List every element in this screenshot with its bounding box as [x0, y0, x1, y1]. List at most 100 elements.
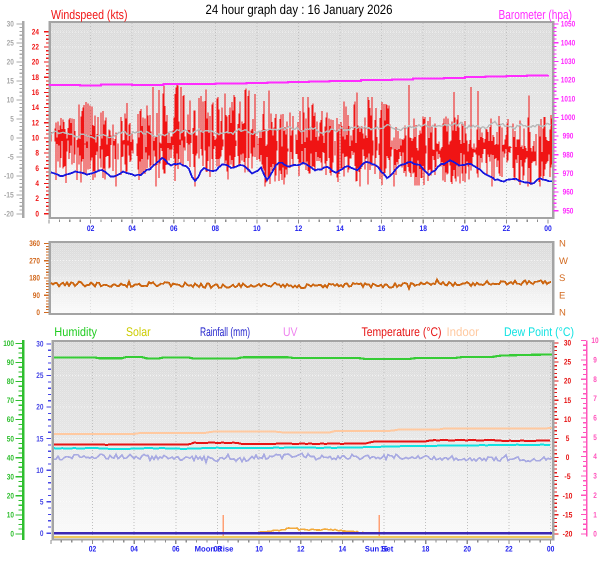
svg-text:1040: 1040	[561, 38, 576, 47]
svg-text:Solar: Solar	[126, 325, 151, 339]
svg-text:970: 970	[563, 169, 574, 178]
svg-text:Dew Point (°C): Dew Point (°C)	[504, 325, 574, 339]
svg-text:18: 18	[32, 73, 40, 82]
svg-text:22: 22	[32, 43, 40, 52]
svg-text:1000: 1000	[561, 113, 576, 122]
svg-text:16: 16	[380, 545, 388, 554]
svg-text:Humidity: Humidity	[54, 325, 97, 339]
svg-text:Moon Rise: Moon Rise	[195, 545, 234, 554]
svg-text:22: 22	[505, 545, 513, 554]
svg-text:80: 80	[7, 377, 15, 386]
svg-text:180: 180	[29, 274, 40, 283]
svg-text:30: 30	[7, 472, 15, 481]
svg-text:24 hour graph day : 16 January: 24 hour graph day : 16 January 2026	[206, 2, 393, 17]
svg-text:10: 10	[7, 510, 15, 519]
svg-text:-10: -10	[4, 171, 14, 180]
svg-text:1: 1	[593, 510, 597, 519]
svg-text:10: 10	[32, 134, 40, 143]
svg-text:90: 90	[7, 358, 15, 367]
svg-text:10: 10	[591, 336, 599, 345]
svg-text:1050: 1050	[561, 20, 576, 29]
svg-text:5: 5	[593, 433, 597, 442]
svg-text:30: 30	[36, 340, 44, 349]
svg-text:0: 0	[566, 453, 570, 462]
svg-text:3: 3	[593, 472, 597, 481]
svg-text:8: 8	[35, 149, 39, 158]
svg-text:12: 12	[32, 118, 40, 127]
svg-text:14: 14	[336, 224, 344, 233]
svg-text:0: 0	[40, 529, 44, 538]
svg-text:1010: 1010	[561, 94, 576, 103]
svg-text:-15: -15	[563, 510, 573, 519]
svg-text:20: 20	[32, 58, 40, 67]
svg-text:06: 06	[172, 545, 180, 554]
svg-text:10: 10	[564, 415, 572, 424]
svg-text:0: 0	[10, 133, 14, 142]
svg-text:18: 18	[422, 545, 430, 554]
svg-text:S: S	[559, 273, 565, 284]
svg-text:980: 980	[563, 150, 574, 159]
svg-text:04: 04	[130, 545, 138, 554]
svg-text:90: 90	[33, 291, 41, 300]
svg-text:20: 20	[7, 491, 15, 500]
svg-text:15: 15	[7, 76, 15, 85]
svg-text:990: 990	[563, 132, 574, 141]
svg-text:N: N	[559, 239, 566, 250]
svg-text:04: 04	[128, 224, 136, 233]
svg-text:360: 360	[29, 239, 40, 248]
svg-text:20: 20	[7, 57, 15, 66]
svg-text:30: 30	[7, 19, 15, 28]
svg-text:60: 60	[7, 415, 15, 424]
svg-text:0: 0	[10, 530, 14, 539]
svg-text:10: 10	[253, 224, 261, 233]
svg-text:UV: UV	[283, 325, 298, 339]
svg-text:5: 5	[10, 114, 14, 123]
svg-text:2: 2	[593, 491, 597, 500]
svg-text:4: 4	[35, 179, 39, 188]
svg-text:4: 4	[593, 452, 597, 461]
svg-text:25: 25	[564, 358, 572, 367]
svg-text:02: 02	[89, 545, 97, 554]
svg-text:Barometer (hpa): Barometer (hpa)	[499, 7, 573, 22]
svg-text:16: 16	[32, 88, 40, 97]
svg-text:16: 16	[378, 224, 386, 233]
svg-text:20: 20	[461, 224, 469, 233]
svg-text:02: 02	[87, 224, 95, 233]
svg-text:15: 15	[564, 396, 572, 405]
svg-text:30: 30	[564, 339, 572, 348]
svg-text:20: 20	[36, 403, 44, 412]
svg-text:20: 20	[464, 545, 472, 554]
svg-text:6: 6	[593, 414, 597, 423]
svg-text:Indoor: Indoor	[447, 325, 480, 339]
svg-text:00: 00	[547, 545, 555, 554]
svg-text:10: 10	[255, 545, 263, 554]
svg-text:08: 08	[212, 224, 220, 233]
svg-text:-5: -5	[8, 152, 15, 161]
svg-text:100: 100	[3, 339, 14, 348]
svg-text:Temperature (°C): Temperature (°C)	[362, 325, 442, 339]
svg-text:12: 12	[295, 224, 303, 233]
svg-text:950: 950	[563, 206, 574, 215]
svg-text:25: 25	[36, 371, 44, 380]
svg-text:15: 15	[36, 434, 44, 443]
svg-text:14: 14	[32, 103, 40, 112]
svg-text:10: 10	[36, 466, 44, 475]
svg-text:12: 12	[297, 545, 305, 554]
svg-text:9: 9	[593, 355, 597, 364]
svg-text:960: 960	[563, 188, 574, 197]
svg-text:1020: 1020	[561, 76, 576, 85]
svg-text:Sun Set: Sun Set	[365, 545, 394, 554]
svg-text:0: 0	[36, 308, 40, 317]
svg-text:5: 5	[40, 497, 44, 506]
svg-text:-20: -20	[563, 530, 573, 539]
svg-text:7: 7	[593, 394, 597, 403]
svg-text:14: 14	[339, 545, 347, 554]
svg-text:5: 5	[566, 434, 570, 443]
svg-text:W: W	[559, 256, 568, 267]
svg-text:70: 70	[7, 396, 15, 405]
svg-text:18: 18	[419, 224, 427, 233]
svg-text:25: 25	[7, 38, 15, 47]
svg-text:1030: 1030	[561, 57, 576, 66]
svg-text:Windspeed (kts): Windspeed (kts)	[51, 7, 128, 22]
svg-text:50: 50	[7, 434, 15, 443]
